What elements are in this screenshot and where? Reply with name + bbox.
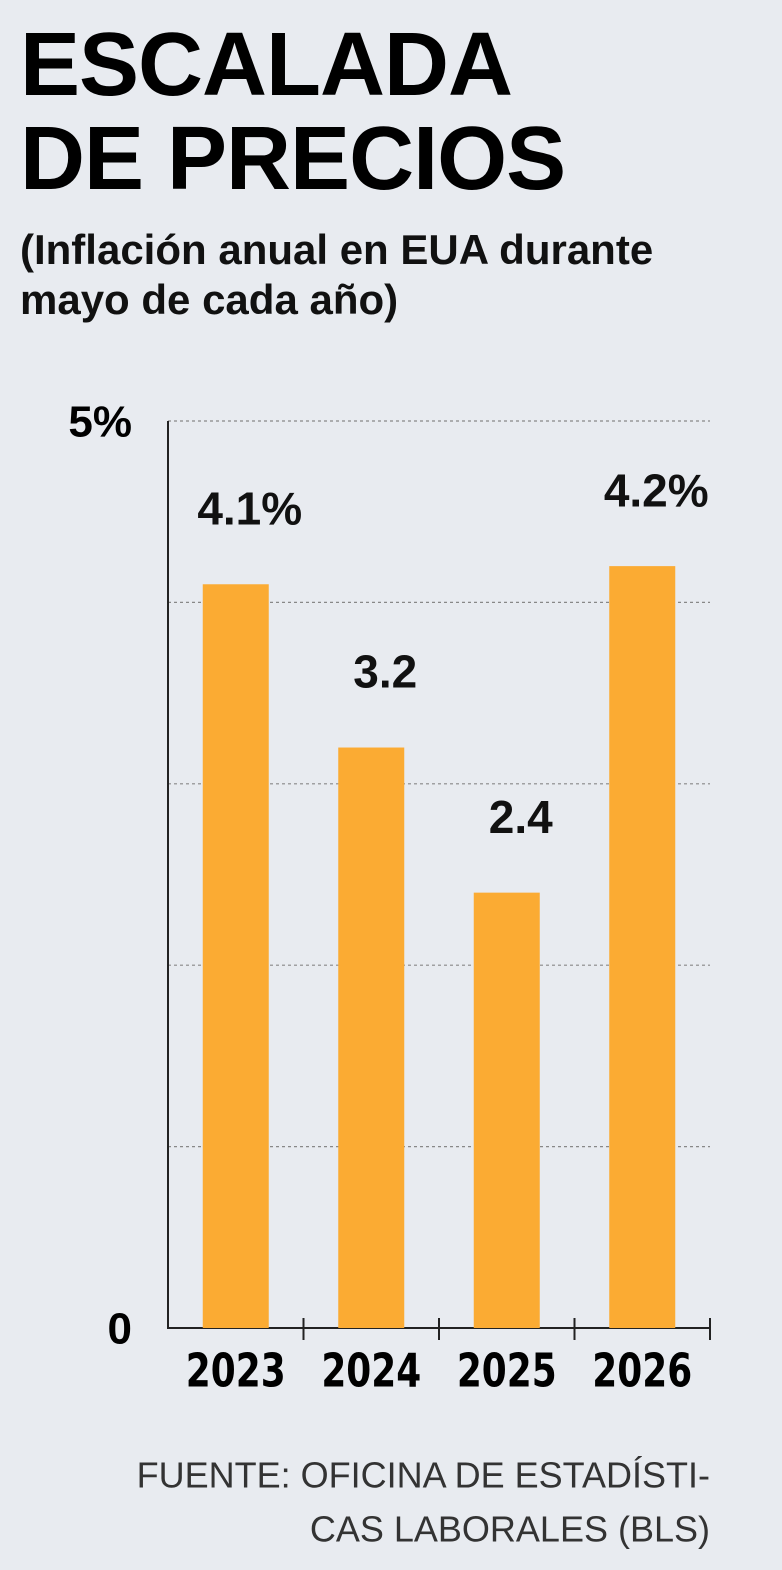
y-tick-label: 5%	[68, 398, 132, 447]
source-note: FUENTE: OFICINA DE ESTADÍSTI-	[137, 1455, 710, 1496]
bar	[202, 584, 269, 1328]
x-tick-label: 2024	[321, 1344, 421, 1398]
x-tick-label: 2025	[457, 1344, 557, 1398]
value-label: 3.2	[353, 646, 417, 698]
bar	[609, 566, 676, 1328]
chart-subtitle: (Inflación anual en EUA durante mayo de …	[20, 226, 654, 323]
value-label: 4.2%	[604, 464, 709, 516]
x-tick-label: 2026	[592, 1344, 692, 1398]
chart-title: ESCALADA DE PRECIOS	[20, 15, 566, 209]
source-note: CAS LABORALES (BLS)	[310, 1509, 710, 1550]
x-tick-label: 2023	[186, 1344, 286, 1398]
bar	[338, 747, 405, 1328]
y-tick-label: 0	[108, 1305, 132, 1354]
value-label: 4.1%	[197, 482, 302, 534]
bar	[473, 892, 540, 1328]
value-label: 2.4	[489, 791, 553, 843]
